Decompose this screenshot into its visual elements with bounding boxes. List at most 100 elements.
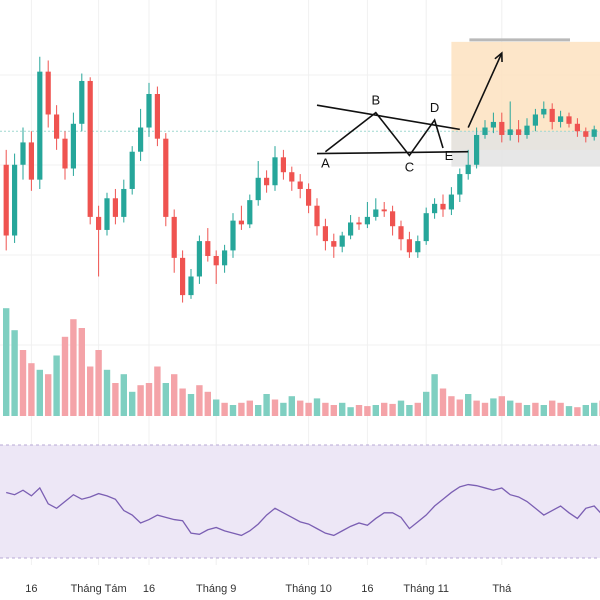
candle-body xyxy=(457,174,463,195)
candle-body xyxy=(154,94,160,139)
candle-body xyxy=(196,241,202,277)
volume-bar xyxy=(255,405,262,416)
candle-body xyxy=(356,222,362,225)
candle-body xyxy=(566,116,572,124)
rsi-layer xyxy=(0,444,600,559)
pattern-point-label: E xyxy=(445,148,454,163)
volume-bar xyxy=(238,402,245,416)
volume-bar xyxy=(137,385,144,416)
volume-bar xyxy=(204,391,211,416)
pattern-point-label: D xyxy=(430,100,439,115)
volume-bar xyxy=(11,330,18,416)
candle-body xyxy=(180,257,186,296)
candle-body xyxy=(440,203,446,210)
x-tick-label: 16 xyxy=(361,583,373,595)
volume-bar xyxy=(95,350,102,416)
candle-body xyxy=(3,164,9,236)
candle-body xyxy=(516,129,522,135)
volume-bar xyxy=(246,400,253,416)
candle-body xyxy=(28,142,34,180)
candle-body xyxy=(541,108,547,115)
candle-body xyxy=(314,205,320,227)
volume-bar xyxy=(582,405,589,416)
candle-body xyxy=(364,216,370,225)
candle-body xyxy=(339,235,345,247)
pattern-point-label: C xyxy=(405,159,414,174)
volume-bar xyxy=(347,407,354,416)
candle-body xyxy=(121,188,127,217)
volume-bar xyxy=(574,407,581,416)
candle-body xyxy=(163,138,169,217)
candle-body xyxy=(138,127,144,152)
candles-layer xyxy=(3,56,597,303)
candle-body xyxy=(54,114,60,139)
volume-bar xyxy=(364,406,371,416)
candle-body xyxy=(532,114,538,126)
volume-bar xyxy=(330,405,337,416)
volume-bar xyxy=(280,402,287,416)
candle-body xyxy=(297,181,303,189)
volume-bar xyxy=(565,406,573,416)
pattern-layer: A B C D E xyxy=(316,51,503,174)
volume-bar xyxy=(229,405,237,416)
candle-body xyxy=(230,220,236,251)
candle-body xyxy=(482,127,488,135)
volume-bar xyxy=(498,396,505,416)
candle-body xyxy=(129,151,135,189)
candle-body xyxy=(348,222,354,236)
x-axis: 16 Tháng Tám 16 Tháng 9 Tháng 10 16 Tháng 11 Th… xyxy=(25,583,512,595)
candle-body xyxy=(591,129,597,137)
volume-bar xyxy=(431,374,438,416)
candle-body xyxy=(373,209,379,217)
volume-bar xyxy=(162,383,169,416)
candle-body xyxy=(415,241,421,253)
volume-bar xyxy=(103,369,111,416)
candle-body xyxy=(96,216,102,230)
x-tick-label: Tháng 9 xyxy=(196,583,236,595)
volume-bar xyxy=(221,402,228,416)
volume-bar xyxy=(532,402,539,416)
candle-body xyxy=(79,80,85,124)
candle-body xyxy=(264,177,270,186)
volume-bar xyxy=(271,399,279,416)
candle-body xyxy=(583,131,589,137)
candle-body xyxy=(272,157,278,186)
candle-body xyxy=(406,239,412,253)
volume-bar xyxy=(53,355,60,416)
volume-bar xyxy=(305,402,312,416)
volume-bar xyxy=(187,394,195,416)
candle-body xyxy=(398,226,404,240)
rsi-line xyxy=(6,483,600,537)
volume-bar xyxy=(70,319,77,416)
candle-body xyxy=(289,172,295,182)
volume-bar xyxy=(523,405,531,416)
volume-bar xyxy=(78,328,85,416)
candle-body xyxy=(465,164,471,175)
candle-body xyxy=(112,198,118,217)
volume-bar xyxy=(515,402,522,416)
volume-bar xyxy=(120,374,127,416)
candle-body xyxy=(280,157,286,173)
pattern-point-label: B xyxy=(371,93,380,108)
candle-body xyxy=(171,216,177,258)
x-tick-label: Thá xyxy=(492,583,512,595)
candle-body xyxy=(558,116,564,122)
rsi-band xyxy=(0,445,600,558)
volume-bar xyxy=(213,399,220,416)
candle-body xyxy=(474,134,480,165)
candle-body xyxy=(45,71,51,115)
volume-bar xyxy=(355,405,363,416)
volume-bar xyxy=(481,402,489,416)
volume-bar xyxy=(397,400,405,416)
candle-body xyxy=(423,213,429,242)
candle-body xyxy=(247,200,253,225)
volume-bar xyxy=(549,400,556,416)
breakout-arrow xyxy=(467,52,503,128)
candle-body xyxy=(432,203,438,214)
volume-bar xyxy=(19,350,27,416)
candle-body xyxy=(62,138,68,169)
x-tick-label: Tháng 10 xyxy=(285,583,331,595)
volume-bar xyxy=(288,396,295,416)
volume-bar xyxy=(322,402,329,416)
